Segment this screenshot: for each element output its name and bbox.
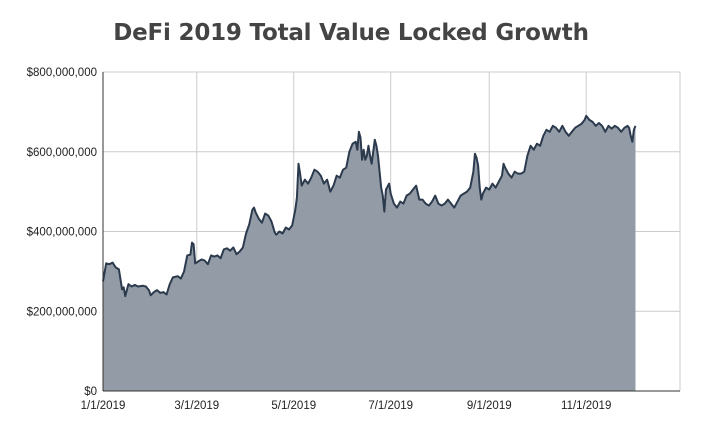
chart-title: DeFi 2019 Total Value Locked Growth [113, 20, 589, 46]
y-tick-label: $400,000,000 [27, 227, 97, 239]
x-tick-label: 1/1/2019 [81, 400, 126, 412]
series-area-fill [103, 115, 636, 392]
x-tick-label: 11/1/2019 [561, 400, 611, 412]
tick-labels: $0 $200,000,000 $400,000,000 $600,000,000 $8… [27, 67, 612, 412]
series-line [102, 114, 637, 298]
y-tick-label: $0 [84, 386, 97, 398]
x-tick-label: 7/1/2019 [368, 400, 413, 412]
data-area [102, 114, 637, 392]
x-tick-label: 9/1/2019 [467, 400, 512, 412]
x-tick-label: 3/1/2019 [174, 400, 219, 412]
y-tick-label: $600,000,000 [27, 147, 97, 159]
x-tick-label: 5/1/2019 [271, 400, 316, 412]
axes [102, 72, 680, 392]
y-tick-label: $200,000,000 [27, 306, 97, 318]
y-tick-label: $800,000,000 [27, 67, 97, 79]
